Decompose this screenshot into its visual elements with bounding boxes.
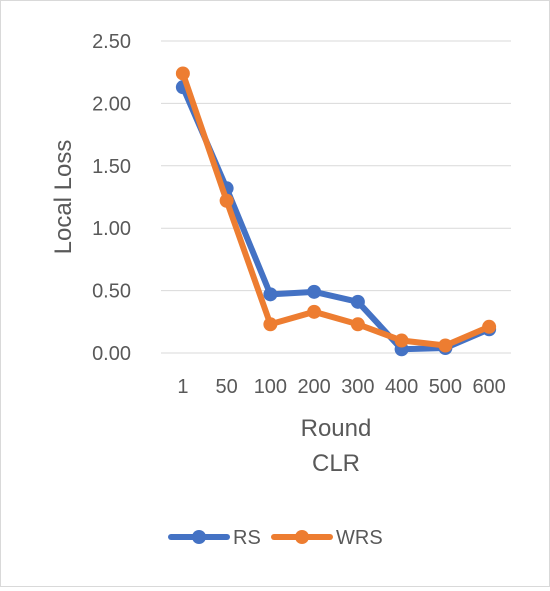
x-tick-label: 50: [216, 376, 238, 398]
x-tick-label: 500: [429, 376, 462, 398]
x-tick-label: 400: [385, 376, 418, 398]
data-point: [482, 319, 497, 334]
x-tick-label: 200: [297, 376, 330, 398]
data-point: [219, 193, 234, 208]
series-group: [175, 66, 497, 357]
series-wrs: [175, 66, 497, 353]
legend: RS WRS: [168, 527, 383, 549]
data-point: [263, 317, 278, 332]
y-tick-label: 2.50: [92, 31, 131, 53]
y-tick-label: 1.50: [92, 156, 131, 178]
data-point: [307, 284, 322, 299]
x-tick-label: 1: [177, 376, 188, 398]
x-axis-subtitle: CLR: [312, 450, 360, 477]
x-tick-label: 100: [254, 376, 287, 398]
series-line: [179, 84, 493, 353]
y-tick-label: 0.50: [92, 281, 131, 303]
data-point: [350, 294, 365, 309]
y-tick-label: 0.00: [92, 343, 131, 365]
data-point: [263, 287, 278, 302]
x-axis-title: Round: [301, 415, 372, 442]
gridlines: [161, 40, 511, 354]
legend-label: RS: [233, 527, 261, 549]
data-point: [175, 66, 190, 81]
data-point: [394, 333, 409, 348]
x-tick-label: 600: [472, 376, 505, 398]
legend-marker: [192, 530, 206, 544]
data-point: [438, 338, 453, 353]
data-point: [350, 317, 365, 332]
x-tick-label: 300: [341, 376, 374, 398]
x-axis-ticks: 1 50 100 200 300 400 500 600: [177, 376, 506, 398]
y-tick-label: 2.00: [92, 93, 131, 115]
y-tick-label: 1.00: [92, 218, 131, 240]
y-axis-ticks: 0.00 0.50 1.00 1.50 2.00 2.50: [92, 31, 131, 365]
series-line: [179, 70, 493, 349]
legend-label: WRS: [336, 527, 383, 549]
data-point: [307, 304, 322, 319]
y-axis-title: Local Loss: [50, 140, 77, 255]
series-rs: [175, 80, 497, 357]
legend-marker: [295, 530, 309, 544]
